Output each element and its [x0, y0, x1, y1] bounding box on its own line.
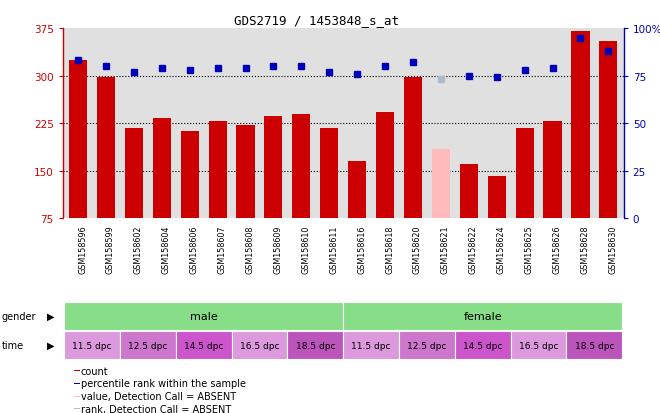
Text: GSM158620: GSM158620 — [413, 225, 422, 273]
Text: 16.5 dpc: 16.5 dpc — [519, 341, 558, 350]
Text: male: male — [190, 311, 218, 321]
Text: GSM158621: GSM158621 — [441, 225, 450, 273]
Text: GSM158609: GSM158609 — [273, 225, 282, 273]
Bar — [236, 126, 255, 219]
Bar — [488, 176, 506, 219]
Bar — [64, 331, 120, 359]
Text: GSM158602: GSM158602 — [134, 225, 143, 273]
Bar — [232, 331, 287, 359]
Bar — [515, 128, 534, 219]
Text: GSM158628: GSM158628 — [580, 225, 589, 273]
Bar — [265, 116, 282, 219]
Text: GSM158622: GSM158622 — [469, 225, 478, 273]
Bar — [511, 331, 566, 359]
Text: GSM158604: GSM158604 — [162, 225, 171, 273]
Text: 11.5 dpc: 11.5 dpc — [351, 341, 391, 350]
Text: GSM158630: GSM158630 — [609, 225, 617, 273]
Bar — [566, 331, 622, 359]
Bar — [74, 370, 80, 371]
Bar — [120, 331, 176, 359]
Text: gender: gender — [2, 311, 36, 321]
Text: 18.5 dpc: 18.5 dpc — [575, 341, 614, 350]
Text: 12.5 dpc: 12.5 dpc — [128, 341, 168, 350]
Text: GSM158618: GSM158618 — [385, 225, 394, 273]
Text: value, Detection Call = ABSENT: value, Detection Call = ABSENT — [81, 391, 236, 401]
Text: GSM158611: GSM158611 — [329, 225, 338, 273]
Text: percentile rank within the sample: percentile rank within the sample — [81, 378, 246, 388]
Text: GSM158624: GSM158624 — [497, 225, 506, 273]
Text: GSM158596: GSM158596 — [78, 225, 87, 273]
Bar — [74, 383, 80, 384]
Bar — [320, 128, 339, 219]
Bar — [399, 331, 455, 359]
Bar — [455, 331, 511, 359]
Text: rank, Detection Call = ABSENT: rank, Detection Call = ABSENT — [81, 404, 231, 413]
Bar — [460, 165, 478, 219]
Text: GDS2719 / 1453848_s_at: GDS2719 / 1453848_s_at — [234, 14, 399, 27]
Bar — [97, 78, 115, 219]
Text: ▶: ▶ — [47, 311, 54, 321]
Text: 14.5 dpc: 14.5 dpc — [184, 341, 223, 350]
Text: female: female — [463, 311, 502, 321]
Bar — [572, 32, 589, 219]
Bar — [69, 61, 87, 219]
Text: GSM158626: GSM158626 — [552, 225, 562, 273]
Bar — [404, 78, 422, 219]
Text: GSM158607: GSM158607 — [218, 225, 226, 273]
Text: 12.5 dpc: 12.5 dpc — [407, 341, 447, 350]
Bar — [287, 331, 343, 359]
Text: 11.5 dpc: 11.5 dpc — [72, 341, 112, 350]
Bar — [176, 331, 232, 359]
Bar — [181, 131, 199, 219]
Text: GSM158610: GSM158610 — [302, 225, 310, 273]
Bar — [292, 114, 310, 219]
Bar — [543, 122, 562, 219]
Text: GSM158599: GSM158599 — [106, 225, 115, 273]
Bar — [599, 42, 617, 219]
Text: time: time — [2, 340, 24, 350]
Bar — [343, 302, 622, 330]
Bar — [376, 112, 394, 219]
Text: GSM158608: GSM158608 — [246, 225, 255, 273]
Bar — [348, 162, 366, 219]
Text: ▶: ▶ — [47, 340, 54, 350]
Bar — [152, 119, 171, 219]
Text: GSM158625: GSM158625 — [525, 225, 534, 273]
Text: 16.5 dpc: 16.5 dpc — [240, 341, 279, 350]
Text: 18.5 dpc: 18.5 dpc — [296, 341, 335, 350]
Bar — [125, 128, 143, 219]
Text: GSM158616: GSM158616 — [357, 225, 366, 273]
Bar — [209, 122, 226, 219]
Bar — [343, 331, 399, 359]
Bar — [432, 149, 450, 219]
Text: GSM158606: GSM158606 — [189, 225, 199, 273]
Bar — [64, 302, 343, 330]
Text: count: count — [81, 366, 109, 376]
Bar — [74, 408, 80, 409]
Text: 14.5 dpc: 14.5 dpc — [463, 341, 502, 350]
